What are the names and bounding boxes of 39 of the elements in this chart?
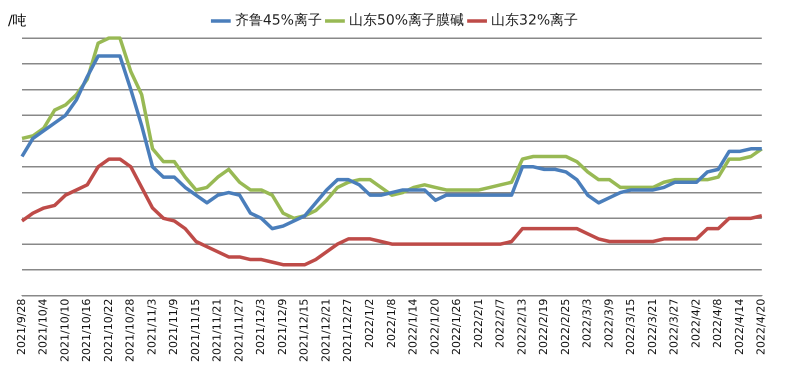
x-tick-label: 2021/11/21 — [210, 298, 224, 362]
x-tick-label: 2021/11/15 — [188, 298, 202, 362]
x-tick-label: 2022/4/14 — [732, 298, 746, 356]
x-tick-label: 2022/1/2 — [363, 298, 376, 348]
x-tick-label: 2022/2/25 — [558, 298, 572, 356]
x-tick-label: 2021/12/9 — [276, 298, 289, 356]
x-tick-label: 2021/12/21 — [319, 298, 332, 362]
x-tick-label: 2022/2/1 — [472, 298, 485, 348]
x-tick-label: 2021/10/28 — [124, 298, 137, 362]
x-tick-label: 2021/12/3 — [254, 298, 268, 356]
legend-label: 山东32%离子 — [491, 12, 578, 29]
x-tick-label: 2022/1/8 — [384, 298, 398, 348]
x-tick-label: 2022/1/20 — [428, 298, 442, 356]
x-tick-label: 2021/9/28 — [14, 298, 28, 356]
x-tick-label: 2021/12/15 — [298, 298, 311, 362]
y-axis-title: /吨 — [8, 12, 27, 30]
x-tick-label: 2022/2/19 — [537, 298, 550, 356]
x-tick-label: 2022/4/20 — [754, 298, 768, 356]
x-tick-label: 2022/3/15 — [624, 298, 638, 356]
x-tick-label: 2021/10/10 — [58, 298, 72, 362]
x-tick-label: 2022/3/27 — [668, 298, 681, 356]
x-tick-label: 2022/4/2 — [689, 298, 702, 348]
x-tick-label: 2021/11/3 — [145, 298, 158, 356]
x-tick-label: 2021/11/27 — [232, 298, 246, 362]
x-tick-label: 2021/10/16 — [80, 298, 94, 362]
x-tick-label: 2022/4/8 — [711, 298, 724, 348]
x-tick-label: 2022/3/9 — [602, 298, 616, 348]
x-tick-label: 2022/3/21 — [646, 298, 659, 356]
x-tick-label: 2022/1/26 — [450, 298, 464, 356]
legend-label: 山东50%离子膜碱 — [348, 12, 464, 29]
x-tick-label: 2022/1/14 — [406, 298, 420, 356]
x-tick-label: 2021/11/9 — [167, 298, 180, 356]
legend-label: 齐鲁45%离子 — [234, 12, 322, 29]
x-tick-label: 2022/3/3 — [580, 298, 594, 348]
x-tick-label: 2021/12/27 — [341, 298, 354, 362]
x-tick-label: 2021/10/4 — [36, 298, 50, 356]
x-tick-label: 2022/2/13 — [515, 298, 528, 356]
x-tick-label: 2022/2/7 — [494, 298, 507, 348]
x-tick-label: 2021/10/22 — [102, 298, 115, 362]
